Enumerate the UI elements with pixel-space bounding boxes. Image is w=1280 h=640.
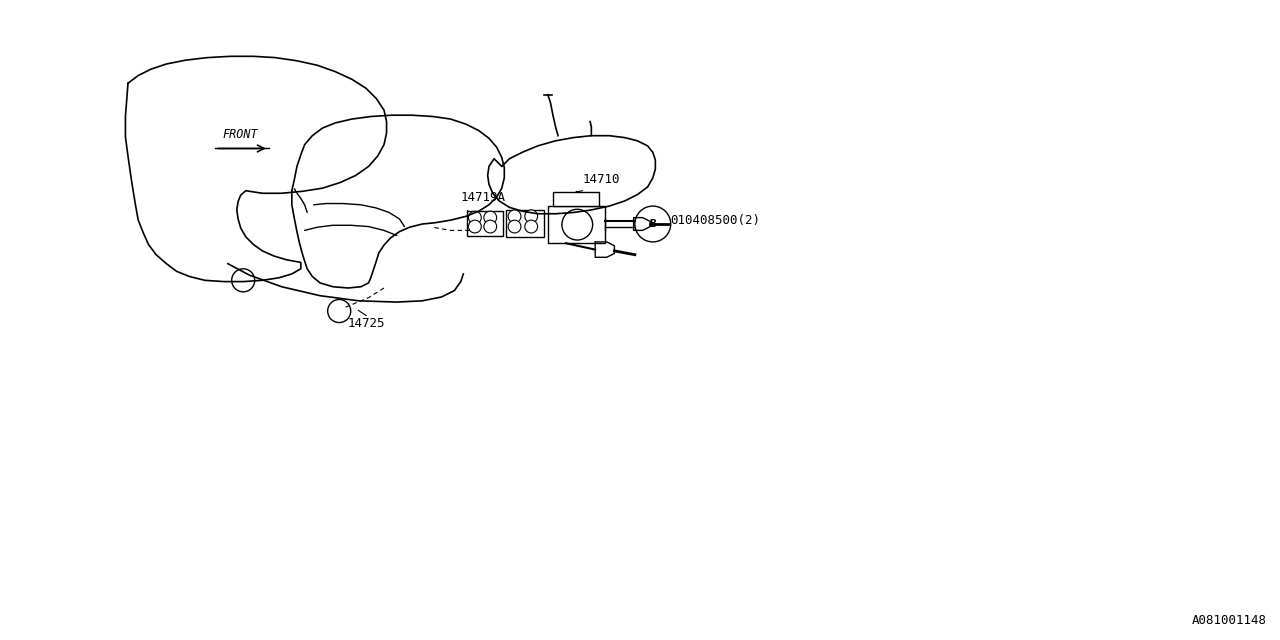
- Circle shape: [525, 210, 538, 223]
- Circle shape: [328, 300, 351, 323]
- Text: A081001148: A081001148: [1192, 614, 1267, 627]
- Text: 14725: 14725: [347, 317, 385, 330]
- Text: B: B: [649, 219, 657, 229]
- Circle shape: [525, 220, 538, 233]
- Bar: [553, 192, 599, 206]
- Bar: [548, 206, 605, 243]
- Bar: [467, 211, 503, 236]
- Text: 14719A: 14719A: [461, 191, 506, 204]
- Text: FRONT: FRONT: [223, 128, 259, 141]
- Text: 010408500(2): 010408500(2): [671, 214, 760, 227]
- Circle shape: [562, 209, 593, 240]
- Circle shape: [508, 220, 521, 233]
- Circle shape: [635, 206, 671, 242]
- Circle shape: [484, 220, 497, 233]
- Circle shape: [468, 220, 481, 233]
- Circle shape: [232, 269, 255, 292]
- Circle shape: [484, 211, 497, 224]
- Circle shape: [468, 211, 481, 224]
- Circle shape: [508, 210, 521, 223]
- Bar: [506, 210, 544, 237]
- Text: 14710: 14710: [582, 173, 620, 186]
